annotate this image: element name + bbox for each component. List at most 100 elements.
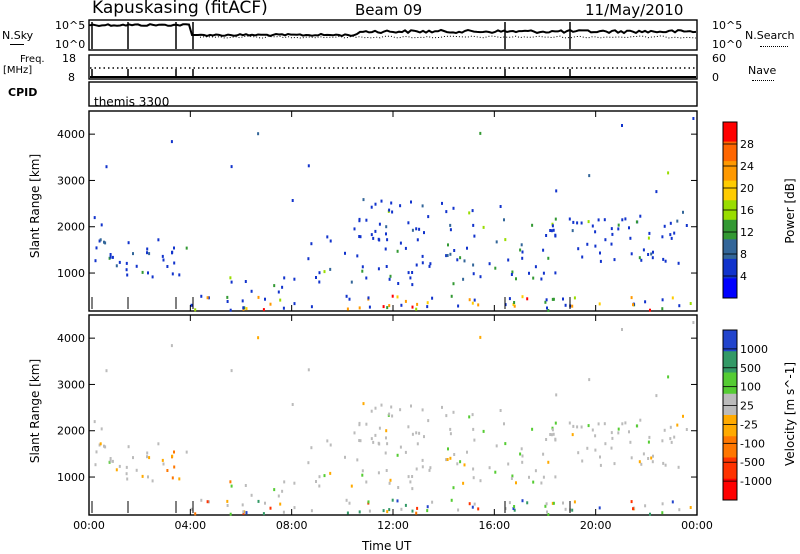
scatter-cell bbox=[98, 443, 101, 447]
scatter-cell bbox=[610, 446, 613, 450]
scatter-cell bbox=[630, 456, 633, 460]
scatter-cell bbox=[564, 303, 567, 307]
scatter-cell bbox=[642, 248, 645, 252]
scatter-cell bbox=[370, 409, 373, 413]
scatter-cell bbox=[226, 499, 229, 503]
cpid-label: CPID bbox=[8, 86, 38, 99]
scatter-cell bbox=[157, 442, 160, 446]
power-colorbar: 28 24 20 16 12 8 4 bbox=[722, 121, 754, 299]
scatter-cell bbox=[545, 438, 548, 441]
scatter-cell bbox=[453, 249, 456, 252]
scatter-cell bbox=[93, 420, 96, 424]
scatter-cell bbox=[479, 335, 482, 339]
scatter-cell bbox=[390, 201, 393, 205]
scatter-cell bbox=[115, 264, 118, 268]
scatter-cell bbox=[346, 307, 349, 311]
scatter-cell bbox=[520, 447, 523, 451]
nsky-label: N.Sky bbox=[2, 29, 34, 42]
scatter-cell bbox=[207, 296, 210, 300]
scatter-cell bbox=[283, 276, 286, 280]
scatter-cell bbox=[673, 435, 676, 439]
scatter-cell bbox=[599, 251, 601, 255]
scatter-cell bbox=[638, 256, 641, 260]
scatter-cell bbox=[473, 234, 476, 238]
scatter-cell bbox=[521, 256, 524, 260]
scatter-cell bbox=[671, 500, 674, 504]
x-tick-label: 00:00 bbox=[73, 519, 105, 532]
freq-unit: [MHz] bbox=[3, 65, 33, 76]
scatter-cell bbox=[361, 269, 364, 273]
colorbar-tick-label: 24 bbox=[740, 160, 754, 173]
scatter-cell bbox=[200, 498, 203, 502]
scatter-cell bbox=[617, 223, 620, 227]
scatter-cell bbox=[404, 503, 407, 507]
scatter-cell bbox=[580, 221, 583, 225]
nsky-panel bbox=[88, 19, 698, 51]
scatter-cell bbox=[682, 414, 684, 418]
scatter-cell bbox=[692, 117, 695, 120]
scatter-cell bbox=[109, 459, 112, 463]
scatter-cell bbox=[655, 394, 658, 398]
scatter-cell bbox=[416, 442, 419, 446]
scatter-cell bbox=[521, 250, 524, 254]
scatter-cell bbox=[315, 480, 317, 483]
scatter-cell bbox=[104, 241, 107, 245]
scatter-cell bbox=[423, 231, 425, 235]
scatter-cell bbox=[94, 463, 97, 467]
scatter-cell bbox=[515, 481, 517, 485]
colorbar-tick-label: 4 bbox=[740, 270, 747, 283]
scatter-cell bbox=[428, 264, 431, 268]
scatter-cell bbox=[471, 413, 474, 417]
colorbar-swatch bbox=[723, 239, 737, 260]
scatter-cell bbox=[372, 236, 375, 240]
scatter-cell bbox=[125, 261, 128, 265]
scatter-cell bbox=[542, 271, 545, 275]
scatter-cell bbox=[374, 406, 377, 410]
scatter-cell bbox=[318, 484, 321, 488]
scatter-cell bbox=[269, 506, 272, 510]
x-axis-label: Time UT bbox=[362, 539, 412, 553]
scatter-cell bbox=[617, 431, 620, 435]
scatter-cell bbox=[547, 460, 550, 464]
scatter-cell bbox=[611, 436, 614, 440]
scatter-cell bbox=[594, 448, 597, 452]
scatter-cell bbox=[572, 424, 575, 428]
scatter-cell bbox=[411, 475, 414, 478]
scatter-cell bbox=[624, 217, 627, 221]
scatter-cell bbox=[162, 462, 165, 466]
scatter-cell bbox=[410, 404, 412, 408]
scatter-cell bbox=[472, 223, 475, 227]
scatter-cell bbox=[361, 469, 364, 473]
scatter-cell bbox=[647, 440, 650, 444]
scatter-cell bbox=[386, 442, 389, 446]
scatter-cell bbox=[147, 271, 149, 275]
scatter-cell bbox=[411, 271, 414, 274]
station-title: Kapuskasing (fitACF) bbox=[92, 0, 268, 18]
scatter-cell bbox=[549, 433, 552, 436]
scatter-cell bbox=[540, 481, 543, 485]
scatter-cell bbox=[647, 253, 650, 256]
scatter-cell bbox=[103, 240, 105, 244]
scatter-cell bbox=[244, 280, 247, 283]
colorbar-swatch bbox=[723, 219, 737, 240]
scatter-cell bbox=[323, 474, 326, 478]
scatter-cell bbox=[229, 512, 232, 516]
scatter-cell bbox=[534, 265, 537, 269]
scatter-cell bbox=[111, 459, 114, 463]
scatter-cell bbox=[652, 250, 654, 254]
scatter-cell bbox=[358, 439, 361, 442]
scatter-cell bbox=[281, 489, 284, 493]
scatter-cell bbox=[594, 230, 597, 234]
scatter-cell bbox=[551, 501, 554, 505]
scatter-cell bbox=[449, 228, 452, 232]
scatter-cell bbox=[503, 422, 505, 426]
scatter-cell bbox=[230, 165, 233, 169]
scatter-cell bbox=[390, 405, 393, 409]
scatter-cell bbox=[554, 437, 557, 441]
scatter-cell bbox=[242, 306, 245, 310]
scatter-cell bbox=[663, 224, 666, 228]
date-label: 11/May/2010 bbox=[585, 1, 684, 19]
scatter-cell bbox=[146, 455, 148, 459]
scatter-cell bbox=[411, 283, 414, 287]
scatter-cell bbox=[513, 301, 516, 304]
